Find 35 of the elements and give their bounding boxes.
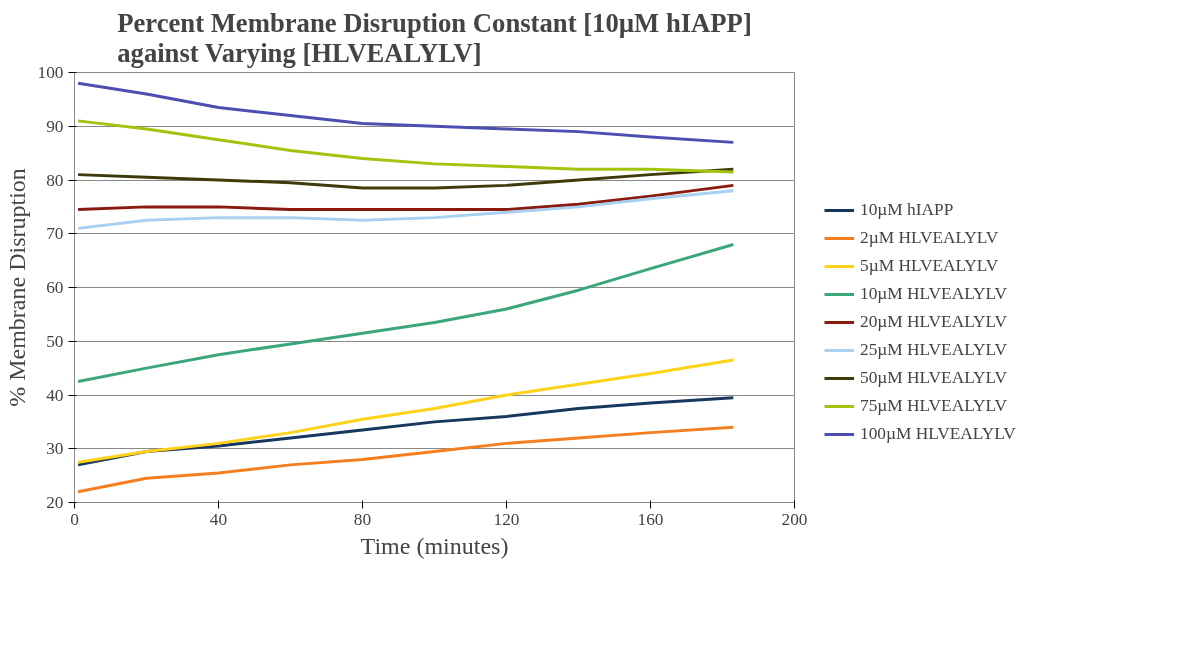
legend-label: 10µM HLVEALYLV: [860, 283, 1008, 304]
line-series: [76, 119, 735, 174]
y-tick-label: 50: [46, 331, 64, 351]
legend-label: 50µM HLVEALYLV: [860, 367, 1008, 388]
line-series: [76, 358, 735, 464]
y-tick-label: 100: [37, 63, 64, 82]
y-tick-label: 40: [46, 385, 64, 405]
y-tick-label: 30: [46, 439, 64, 459]
x-tick-label: 200: [781, 509, 808, 529]
y-tick-label: 80: [46, 170, 64, 190]
line-series: [76, 81, 735, 144]
x-tick-label: 160: [637, 509, 664, 529]
legend-label: 20µM HLVEALYLV: [860, 311, 1008, 332]
legend-label: 100µM HLVEALYLV: [860, 423, 1016, 444]
line-series: [76, 243, 735, 384]
x-tick-label: 120: [493, 509, 520, 529]
x-axis-title: Time (minutes): [360, 532, 509, 559]
legend-label: 10µM hIAPP: [860, 199, 954, 220]
y-tick-label: 60: [46, 278, 64, 297]
y-tick-label: 90: [46, 116, 64, 136]
legend-label: 5µM HLVEALYLV: [860, 255, 999, 276]
chart-title: Percent Membrane Disruption Constant [10µM hIAPP] against Varying [HLVEALYLV]: [117, 7, 752, 68]
x-tick-label: 40: [209, 509, 228, 529]
y-tick-label: 20: [46, 493, 64, 512]
x-tick-label: 0: [70, 509, 79, 529]
y-axis-title: % Membrane Disruption: [3, 168, 30, 407]
legend-label: 75µM HLVEALYLV: [860, 395, 1008, 416]
line-series: [76, 189, 735, 230]
legend-label: 25µM HLVEALYLV: [860, 339, 1008, 360]
line-series: [76, 167, 735, 190]
legend-label: 2µM HLVEALYLV: [860, 227, 999, 248]
y-tick-label: 70: [46, 224, 64, 244]
x-tick-label: 80: [353, 509, 372, 529]
line-series: [76, 425, 735, 494]
line-series: [76, 183, 735, 212]
